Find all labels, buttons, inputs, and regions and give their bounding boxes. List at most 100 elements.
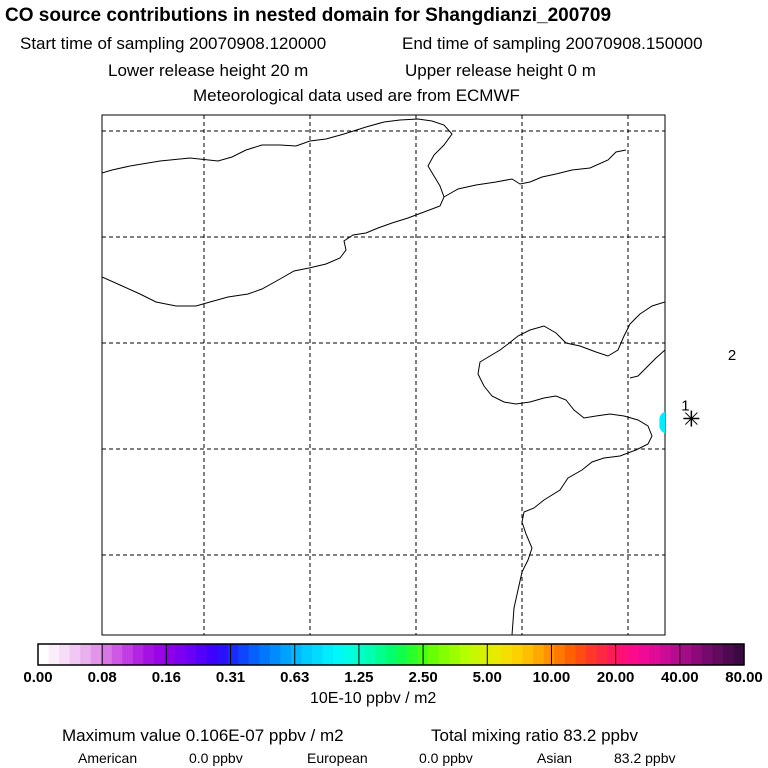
border-east: [443, 149, 627, 198]
colorbar-swatch: [396, 644, 408, 665]
colorbar-tick-label: 5.00: [472, 669, 502, 686]
colorbar-swatch: [69, 644, 81, 665]
colorbar-swatch: [522, 644, 534, 665]
colorbar-swatch: [554, 644, 566, 665]
colorbar-swatch: [459, 644, 471, 665]
colorbar-tick-label: 20.00: [596, 669, 635, 686]
trajectory-markers: 1234: [681, 347, 736, 427]
colorbar-swatch: [217, 644, 229, 665]
colorbar-swatch: [290, 644, 303, 665]
trajectory-marker-label: 1: [681, 398, 689, 415]
colorbar-swatch: [649, 644, 661, 665]
colorbar-swatch: [59, 644, 71, 665]
start-time: Start time of sampling 20070908.120000: [20, 34, 327, 53]
american-value: 0.0 ppbv: [189, 750, 243, 766]
coast-liaodong: [629, 349, 665, 379]
colorbar-swatch: [38, 644, 50, 665]
colorbar-tick-label: 0.00: [23, 669, 53, 686]
asian-value: 83.2 ppbv: [614, 750, 676, 766]
colorbar-swatch: [311, 644, 324, 665]
colorbar-tick-label: 2.50: [408, 669, 438, 686]
colorbar-swatch: [206, 644, 218, 665]
colorbar-swatch: [375, 644, 387, 665]
colorbar-swatch: [101, 644, 113, 665]
plume-cell: [671, 412, 681, 422]
colorbar-swatch: [680, 644, 692, 665]
trajectory-marker-label: 2: [728, 347, 736, 364]
european-value: 0.0 ppbv: [419, 750, 473, 766]
colorbar-tick-label: 10.00: [532, 669, 571, 686]
end-time: End time of sampling 20070908.150000: [402, 34, 703, 53]
colorbar-swatch: [153, 644, 166, 665]
map-frame: [101, 114, 666, 636]
american-label: American: [78, 750, 138, 766]
colorbar-swatch: [164, 644, 176, 665]
coastline-layer: [102, 118, 665, 635]
plume-cell: [673, 415, 689, 431]
colorbar-swatch: [722, 644, 735, 665]
asian-label: Asian: [537, 750, 573, 766]
colorbar-swatch: [670, 644, 682, 665]
colorbar-tick-label: 80.00: [725, 669, 763, 686]
colorbar-swatch: [501, 644, 513, 665]
colorbar-swatch: [280, 644, 292, 665]
colorbar-swatch: [364, 644, 376, 665]
colorbar-swatch: [575, 644, 587, 665]
colorbar-swatch: [122, 644, 134, 665]
colorbar-swatch: [248, 644, 260, 665]
colorbar-swatch: [512, 644, 524, 665]
met-data-note: Meteorological data used are from ECMWF: [193, 86, 520, 105]
colorbar-swatch: [174, 644, 187, 665]
european-label: European: [307, 750, 368, 766]
total-mixing-ratio: Total mixing ratio 83.2 ppbv: [431, 726, 638, 745]
colorbar-swatch: [438, 644, 450, 665]
upper-release-height: Upper release height 0 m: [405, 61, 596, 80]
border-west: [102, 118, 453, 307]
colorbar-swatch: [259, 644, 271, 665]
colorbar-swatch: [343, 644, 355, 665]
colorbar-tick-label: 0.31: [215, 669, 246, 686]
colorbar-swatch: [143, 644, 155, 665]
colorbar-swatch: [111, 644, 123, 665]
colorbar-border: [37, 643, 745, 666]
colorbar-swatch: [585, 644, 598, 665]
colorbar-tick-label: 0.63: [280, 669, 310, 686]
colorbar-tick-label: 0.08: [87, 669, 117, 686]
colorbar-swatch: [564, 644, 577, 665]
lower-release-height: Lower release height 20 m: [108, 61, 309, 80]
colorbar-swatch: [385, 644, 397, 665]
colorbar-swatch: [238, 644, 250, 665]
colorbar-swatch: [448, 644, 461, 665]
colorbar-swatch: [691, 644, 703, 665]
colorbar-swatch: [333, 644, 345, 665]
colorbar-unit: 10E-10 ppbv / m2: [310, 690, 437, 707]
colorbar-swatch: [607, 644, 619, 665]
colorbar-swatch: [628, 644, 640, 665]
colorbar-swatch: [185, 644, 197, 665]
plume-cell: [760, 311, 768, 343]
colorbar-swatch: [617, 644, 629, 665]
colorbar-swatch: [470, 644, 482, 665]
plume-cell: [708, 365, 738, 395]
page-title: CO source contributions in nested domain…: [5, 5, 612, 26]
colorbar-swatch: [80, 644, 92, 665]
colorbar-swatch: [712, 644, 724, 665]
colorbar-swatch: [90, 644, 102, 665]
plume-layer: [659, 311, 768, 434]
colorbar-swatch: [596, 644, 608, 665]
receptor-marker: [685, 412, 698, 425]
colorbar-swatch: [322, 644, 334, 665]
colorbar-swatch: [491, 644, 503, 665]
colorbar: [37, 643, 745, 666]
colorbar-swatch: [659, 644, 671, 665]
colorbar-tick-label: 40.00: [661, 669, 699, 686]
colorbar-swatch: [132, 644, 144, 665]
colorbar-swatch: [354, 644, 366, 665]
colorbar-swatch: [701, 644, 713, 665]
colorbar-tick-label: 0.16: [151, 669, 181, 686]
max-value: Maximum value 0.106E-07 ppbv / m2: [62, 726, 344, 745]
colorbar-swatch: [406, 644, 418, 665]
graticule: [102, 115, 665, 635]
colorbar-swatch: [427, 644, 440, 665]
